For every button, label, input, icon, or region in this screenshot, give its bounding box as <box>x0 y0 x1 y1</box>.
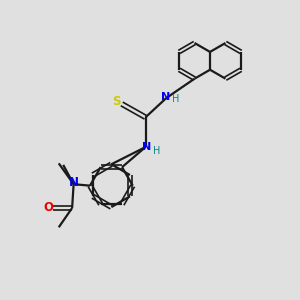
Text: H: H <box>153 146 160 156</box>
Text: H: H <box>172 94 179 104</box>
Text: S: S <box>112 95 121 108</box>
Text: N: N <box>69 176 79 189</box>
Text: O: O <box>44 202 53 214</box>
Text: N: N <box>161 92 170 101</box>
Text: N: N <box>142 142 152 152</box>
